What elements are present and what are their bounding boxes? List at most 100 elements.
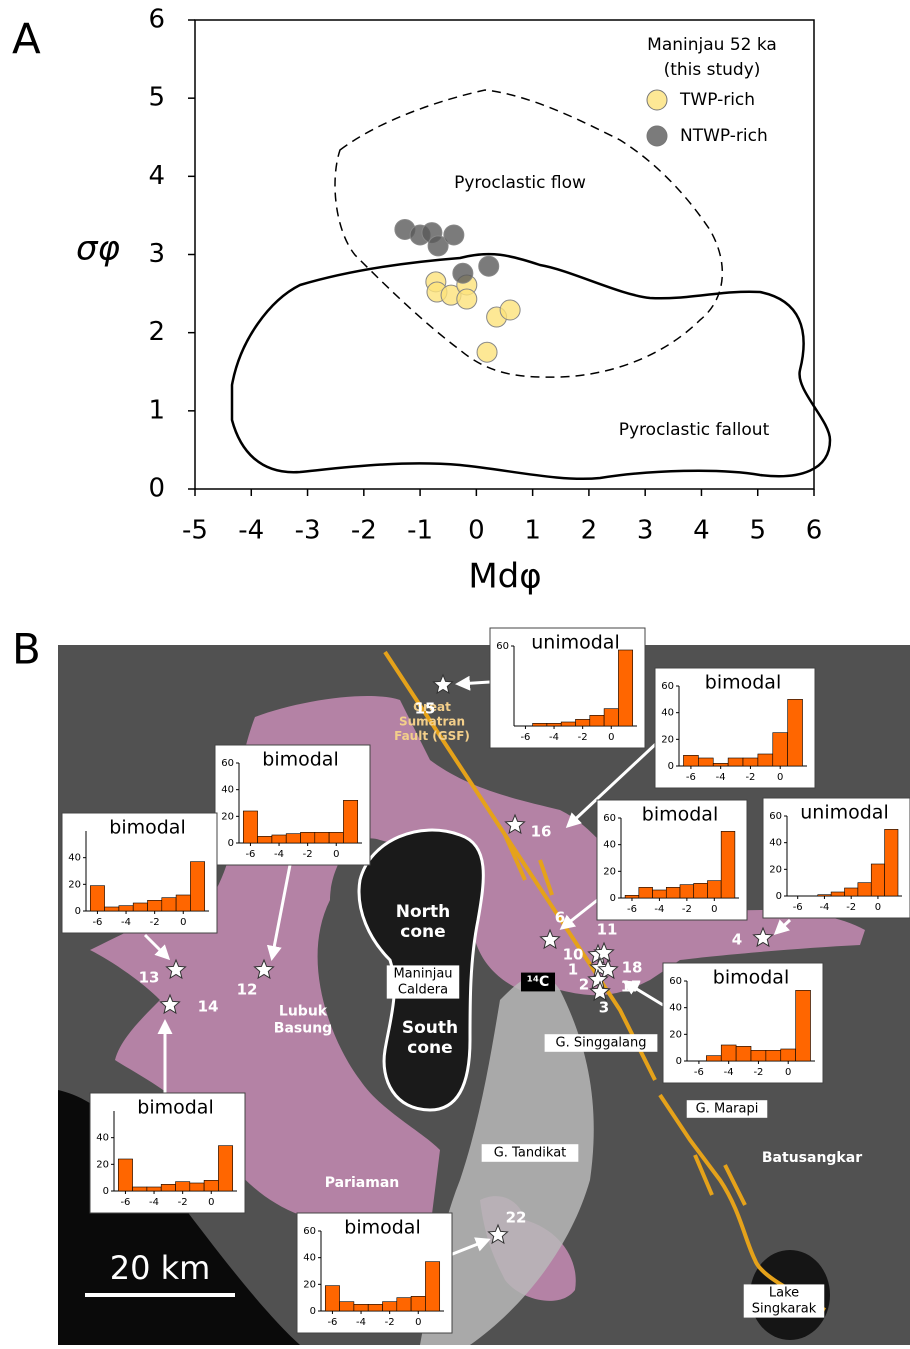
bar [325,1286,339,1311]
y-tick-label: 0 [776,891,782,902]
bar [758,754,773,766]
x-tick-label: -6 [694,1067,704,1078]
site-label: 15 [415,700,436,718]
x-axis-label: Mdφ [468,557,541,597]
bar [694,883,708,898]
data-point [453,263,473,283]
x-tick-label: -4 [274,849,284,860]
map-label: Pariaman [325,1175,399,1191]
x-tick-label: -6 [120,1197,130,1208]
bar [105,907,119,911]
x-tick-label: -2 [753,1067,763,1078]
x-tick-label: -2 [303,849,313,860]
y-tick-label: 20 [68,879,81,890]
histogram-title: bimodal [705,672,781,694]
bar [576,719,590,726]
bar [397,1298,411,1311]
data-point [444,225,464,245]
bar [639,887,653,898]
x-tick-label: -6 [793,902,803,913]
x-tick-label: -4 [819,902,829,913]
x-tick-label: -2 [385,1317,395,1328]
bar [590,715,604,726]
bar [653,890,667,898]
bar [147,1187,161,1191]
bar [561,722,575,726]
bar [118,1159,132,1191]
x-tick-label: -6 [520,732,530,743]
histogram-title: bimodal [137,1097,213,1119]
map-label: G. Marapi [696,1102,759,1117]
bar [845,888,858,896]
bar [176,1182,190,1191]
bar [329,832,343,843]
page: {"panels": ["A", "B"], "chart_data": [ {… [0,0,910,1345]
bar [286,834,300,843]
histogram-title: bimodal [344,1217,420,1239]
x-tick-label: -2 [682,904,692,915]
bar [368,1304,382,1311]
y-tick-label: 0 [228,838,234,849]
y-tick-label: 3 [148,239,165,269]
x-tick-label: -6 [627,904,637,915]
y-tick-label: 60 [603,813,616,824]
histogram-title: unimodal [531,632,619,654]
x-tick-label: 6 [806,516,823,546]
bar [625,895,639,898]
y-tick-label: 20 [661,734,674,745]
y-tick-label: 0 [310,1306,316,1317]
x-tick-label: 0 [785,1067,791,1078]
y-tick-label: 0 [676,1056,682,1067]
site-label: 4 [732,931,742,949]
y-tick-label: 40 [96,1133,109,1144]
bar [604,709,618,726]
y-tick-label: 0 [75,906,81,917]
x-tick-label: -4 [356,1317,366,1328]
y-tick-label: 4 [148,161,165,191]
bar [411,1296,425,1311]
x-tick-label: -6 [686,772,696,783]
map-label: Fault (GSF) [394,729,470,743]
y-tick-label: 60 [769,811,782,822]
bar [383,1302,397,1311]
bar [871,864,884,896]
site-label: 6 [555,909,565,927]
histogram: bimodal0204060-6-4-20 [663,963,823,1083]
map-label: Lubuk [279,1004,328,1020]
y-tick-label: 60 [221,758,234,769]
histogram-title: bimodal [642,804,718,826]
bar [354,1304,368,1311]
site-label: 14 [198,998,219,1016]
bar [315,832,329,843]
y-tick-label: 6 [148,5,165,35]
bar [133,1187,147,1191]
bar [766,1050,781,1061]
x-tick-label: 0 [415,1317,421,1328]
y-tick-label: 20 [603,866,616,877]
body: A B -5-4-3-2-101234560123456MdφσφPyrocla… [0,0,910,1345]
bar [796,990,811,1061]
bar [133,903,147,911]
arrow [458,682,490,684]
histogram: bimodal0204060-6-4-20 [655,668,815,788]
bar [781,1049,796,1061]
bar [618,650,632,726]
y-tick-label: 0 [668,761,674,772]
map-label: Basung [274,1020,332,1036]
bar [818,895,831,896]
bar [706,1056,721,1061]
bar [340,1302,354,1311]
map-label: Maninjau [393,967,452,982]
y-tick-label: 0 [103,1186,109,1197]
panel-label: B [12,625,41,674]
annotation: Pyroclastic fallout [619,420,770,440]
bar [736,1046,751,1061]
y-tick-label: 20 [669,1029,682,1040]
x-tick-label: 0 [468,516,485,546]
bar [743,758,758,766]
x-tick-label: 5 [749,516,766,546]
histogram: bimodal02040-6-4-20 [90,1093,245,1213]
x-tick-label: 4 [693,516,710,546]
y-axis-label: σφ [76,229,121,269]
